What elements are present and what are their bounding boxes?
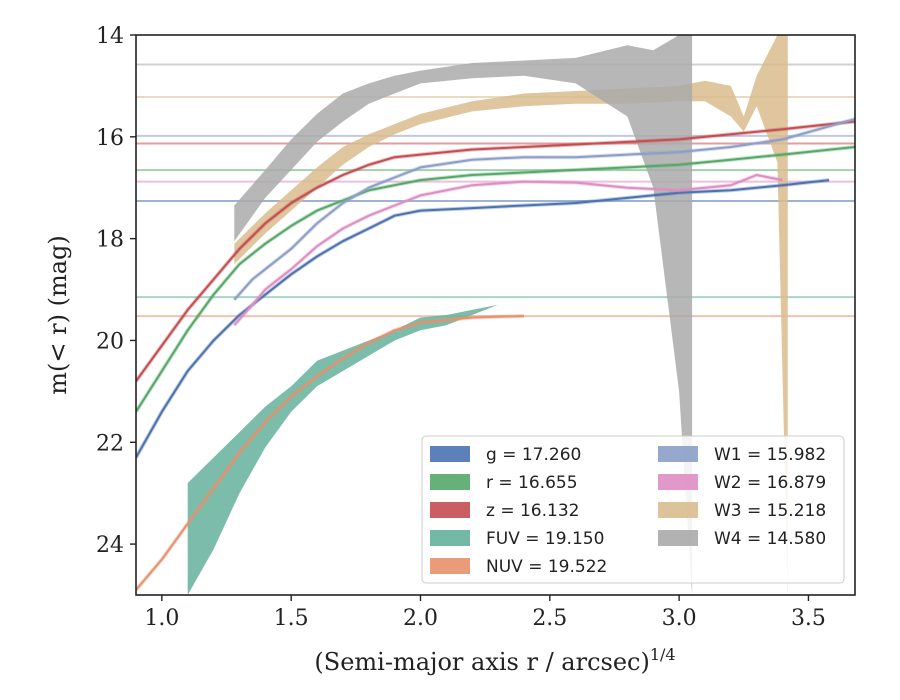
x-tick-label: 2.0	[403, 606, 438, 631]
band-fuv	[187, 304, 524, 595]
band-w3	[234, 35, 788, 595]
legend-label-fuv: FUV = 19.150	[486, 529, 604, 549]
profile-curves	[136, 117, 855, 592]
uncertainty-bands	[187, 35, 788, 595]
y-tick-label: 14	[96, 24, 124, 49]
legend-label-w4: W4 = 14.580	[714, 529, 826, 549]
plot-area	[136, 35, 855, 595]
y-tick-label: 22	[96, 431, 124, 456]
curve-w2	[233, 174, 783, 326]
y-tick-label: 24	[96, 533, 124, 558]
x-axis-label: (Semi-major axis r / arcsec)1/4	[314, 645, 675, 676]
legend-swatch-w4	[658, 530, 698, 546]
band-w4	[234, 35, 693, 595]
curve-halo-w2	[232, 173, 783, 327]
curve-w1	[233, 118, 855, 301]
x-tick-label: 3.5	[791, 606, 826, 631]
legend-label-w1: W1 = 15.982	[714, 445, 826, 465]
legend-swatch-w1	[658, 446, 698, 462]
curve-g	[136, 179, 830, 458]
legend-label-nuv: NUV = 19.522	[486, 557, 607, 577]
legend-swatch-g	[430, 446, 470, 462]
legend-swatch-nuv	[430, 558, 470, 574]
x-axis-ticks: 1.0 1.5 2.0 2.5 3.0 3.5	[144, 595, 826, 631]
plot-frame	[135, 34, 856, 596]
y-tick-label: 20	[96, 329, 124, 354]
legend-swatch-fuv	[430, 530, 470, 546]
curve-z	[136, 120, 855, 382]
legend-label-r: r = 16.655	[486, 473, 578, 493]
y-axis-label: m(< r) (mag)	[44, 235, 72, 394]
legend-swatch-w2	[658, 474, 698, 490]
legend-label-g: g = 17.260	[486, 445, 581, 465]
curve-r	[136, 146, 855, 413]
x-tick-label: 2.5	[532, 606, 567, 631]
legend-swatch-w3	[658, 502, 698, 518]
x-tick-label: 3.0	[662, 606, 697, 631]
y-axis-ticks: 14 16 18 20 22 24	[96, 24, 136, 558]
legend-frame	[421, 435, 845, 584]
y-tick-label: 16	[96, 126, 124, 151]
x-tick-label: 1.5	[274, 606, 309, 631]
legend-swatch-z	[430, 502, 470, 518]
curve-nuv	[136, 315, 524, 591]
y-tick-label: 18	[96, 228, 124, 253]
legend-label-z: z = 16.132	[486, 501, 579, 521]
legend-label-w3: W3 = 15.218	[714, 501, 826, 521]
x-tick-label: 1.0	[144, 606, 179, 631]
legend-swatch-r	[430, 474, 470, 490]
legend-label-w2: W2 = 16.879	[714, 473, 826, 493]
legend: g = 17.260 r = 16.655 z = 16.132 FUV = 19.1…	[421, 435, 845, 584]
